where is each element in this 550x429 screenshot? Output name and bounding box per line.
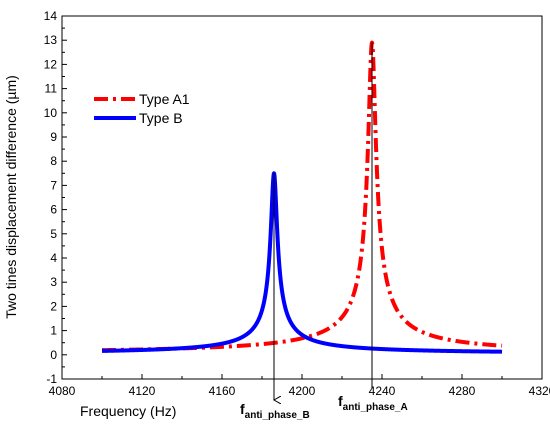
y-tick-label: -1 [46,372,57,386]
y-tick-label: 7 [50,178,57,192]
y-tick-label: 2 [50,299,57,313]
y-axis-title: Two tines displacement difference (µm) [3,75,19,319]
y-tick-label: 4 [50,251,57,265]
annotation-label: fanti_phase_A [338,393,408,413]
y-tick-label: 10 [44,106,58,120]
y-tick-label: 11 [45,82,58,96]
y-tick-label: 5 [50,227,57,241]
x-tick-label: 4200 [289,384,316,398]
plot-frame [61,15,543,380]
x-axis-title: Frequency (Hz) [80,403,176,419]
x-tick-label: 4080 [49,384,76,398]
x-tick-label: 4240 [369,384,396,398]
x-tick-label: 4160 [209,384,236,398]
y-tick-label: 3 [50,275,57,289]
y-tick-label: 9 [50,130,57,144]
plot-area [62,16,542,379]
y-tick-label: 13 [44,33,58,47]
y-tick-label: 0 [50,348,57,362]
legend-label-type-a1: Type A1 [139,91,190,107]
y-tick-label: 12 [44,57,58,71]
x-tick-label: 4320 [529,384,550,398]
series-layer [100,40,504,354]
annotations: fanti_phase_B fanti_phase_A [240,42,408,421]
legend-label-type-b: Type B [139,110,183,126]
y-tick-label: 14 [44,9,58,23]
x-tick-label: 4280 [449,384,476,398]
x-tick-label: 4120 [129,384,156,398]
y-tick-label: 1 [50,324,57,338]
legend: Type A1 Type B [94,91,190,126]
y-tick-label: 8 [50,154,57,168]
annotation-label: fanti_phase_B [240,401,310,421]
y-tick-label: 6 [50,203,57,217]
series-line-type-b [100,171,504,354]
